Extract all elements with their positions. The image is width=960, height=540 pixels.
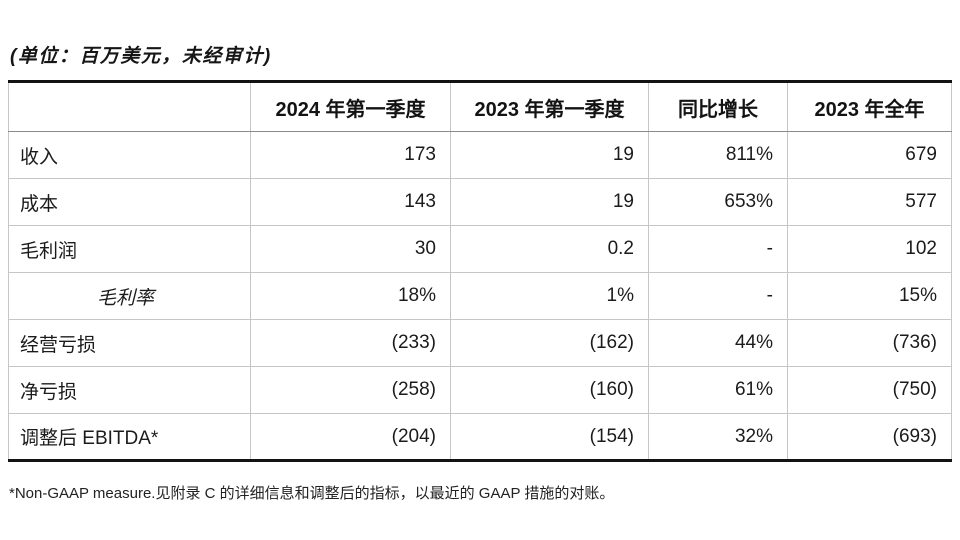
cell-value: 811%: [648, 131, 788, 179]
row-label: 经营亏损: [8, 319, 251, 367]
cell-value: 19: [450, 178, 649, 226]
header-2023-full-year: 2023 年全年: [787, 81, 952, 132]
table-row-adjusted-ebitda: 调整后 EBITDA* (204) (154) 32% (693): [8, 413, 952, 461]
cell-value: (736): [787, 319, 952, 367]
table-row-operating-loss: 经营亏损 (233) (162) 44% (736): [8, 319, 952, 367]
cell-value: -: [648, 225, 788, 273]
cell-value: 30: [250, 225, 451, 273]
header-row: 2024 年第一季度 2023 年第一季度 同比增长 2023 年全年: [8, 81, 952, 132]
cell-value: 173: [250, 131, 451, 179]
footnote: *Non-GAAP measure.见附录 C 的详细信息和调整后的指标，以最近…: [9, 485, 615, 502]
header-2023-q1: 2023 年第一季度: [450, 81, 649, 132]
row-label: 毛利率: [8, 272, 251, 320]
cell-value: 1%: [450, 272, 649, 320]
cell-value: (750): [787, 366, 952, 414]
cell-value: (258): [250, 366, 451, 414]
cell-value: 0.2: [450, 225, 649, 273]
cell-value: 61%: [648, 366, 788, 414]
row-label: 收入: [8, 131, 251, 179]
table-row-revenue: 收入 173 19 811% 679: [8, 131, 952, 179]
cell-value: 679: [787, 131, 952, 179]
cell-value: (204): [250, 413, 451, 461]
header-row-label-column: [8, 81, 251, 132]
cell-value: -: [648, 272, 788, 320]
row-label: 成本: [8, 178, 251, 226]
header-2024-q1: 2024 年第一季度: [250, 81, 451, 132]
cell-value: 143: [250, 178, 451, 226]
row-label: 调整后 EBITDA*: [8, 413, 251, 461]
cell-value: (160): [450, 366, 649, 414]
cell-value: 18%: [250, 272, 451, 320]
cell-value: (233): [250, 319, 451, 367]
cell-value: 15%: [787, 272, 952, 320]
table-row-net-loss: 净亏损 (258) (160) 61% (750): [8, 366, 952, 414]
row-label: 毛利润: [8, 225, 251, 273]
cell-value: 102: [787, 225, 952, 273]
cell-value: 653%: [648, 178, 788, 226]
cell-value: (162): [450, 319, 649, 367]
table-row-gross-profit: 毛利润 30 0.2 - 102: [8, 225, 952, 273]
header-yoy-growth: 同比增长: [648, 81, 788, 132]
cell-value: 577: [787, 178, 952, 226]
cell-value: (693): [787, 413, 952, 461]
cell-value: 19: [450, 131, 649, 179]
row-label: 净亏损: [8, 366, 251, 414]
table-row-gross-margin: 毛利率 18% 1% - 15%: [8, 272, 952, 320]
cell-value: 32%: [648, 413, 788, 461]
cell-value: (154): [450, 413, 649, 461]
table-row-cost: 成本 143 19 653% 577: [8, 178, 952, 226]
financial-results-table: 2024 年第一季度 2023 年第一季度 同比增长 2023 年全年 收入 1…: [8, 80, 952, 462]
cell-value: 44%: [648, 319, 788, 367]
unit-note: (单位：百万美元，未经审计): [10, 46, 272, 67]
